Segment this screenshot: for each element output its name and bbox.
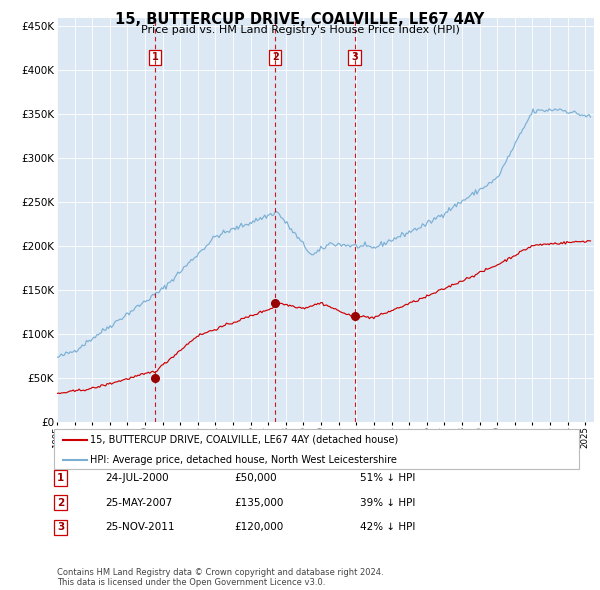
Text: 42% ↓ HPI: 42% ↓ HPI bbox=[360, 523, 415, 532]
Text: 24-JUL-2000: 24-JUL-2000 bbox=[105, 473, 169, 483]
Text: £120,000: £120,000 bbox=[234, 523, 283, 532]
Text: £135,000: £135,000 bbox=[234, 498, 283, 507]
Text: 2: 2 bbox=[272, 53, 278, 62]
Text: 1: 1 bbox=[152, 53, 158, 62]
Text: 2: 2 bbox=[57, 498, 64, 507]
Text: 15, BUTTERCUP DRIVE, COALVILLE, LE67 4AY (detached house): 15, BUTTERCUP DRIVE, COALVILLE, LE67 4AY… bbox=[90, 435, 398, 444]
Text: £50,000: £50,000 bbox=[234, 473, 277, 483]
Text: 51% ↓ HPI: 51% ↓ HPI bbox=[360, 473, 415, 483]
Text: 3: 3 bbox=[351, 53, 358, 62]
Text: Contains HM Land Registry data © Crown copyright and database right 2024.
This d: Contains HM Land Registry data © Crown c… bbox=[57, 568, 383, 587]
Text: 39% ↓ HPI: 39% ↓ HPI bbox=[360, 498, 415, 507]
Text: Price paid vs. HM Land Registry's House Price Index (HPI): Price paid vs. HM Land Registry's House … bbox=[140, 25, 460, 35]
Text: HPI: Average price, detached house, North West Leicestershire: HPI: Average price, detached house, Nort… bbox=[90, 455, 397, 464]
Text: 15, BUTTERCUP DRIVE, COALVILLE, LE67 4AY: 15, BUTTERCUP DRIVE, COALVILLE, LE67 4AY bbox=[115, 12, 485, 27]
Text: 25-MAY-2007: 25-MAY-2007 bbox=[105, 498, 172, 507]
Text: 1: 1 bbox=[57, 473, 64, 483]
Text: 25-NOV-2011: 25-NOV-2011 bbox=[105, 523, 175, 532]
Text: 3: 3 bbox=[57, 523, 64, 532]
